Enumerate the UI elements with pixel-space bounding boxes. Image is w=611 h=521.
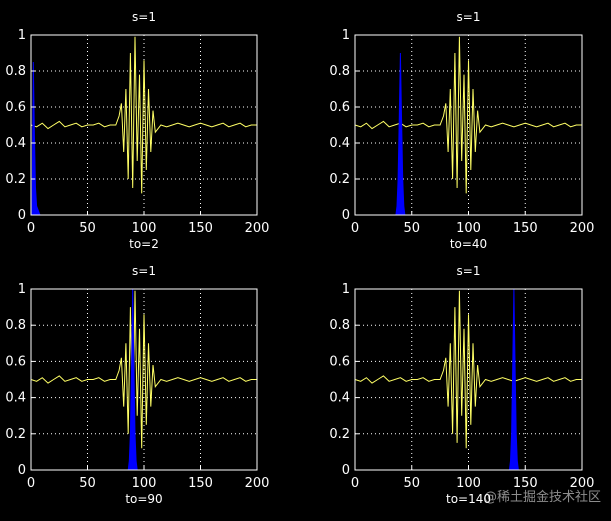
x-tick-label: 0 xyxy=(351,221,359,236)
x-tick-label: 50 xyxy=(79,476,96,491)
x-tick-label: 200 xyxy=(570,476,595,491)
x-tick-label: 100 xyxy=(132,476,157,491)
x-axis-label: to=2 xyxy=(129,237,159,251)
x-tick-label: 50 xyxy=(79,221,96,236)
x-tick-label: 0 xyxy=(27,476,35,491)
window-series xyxy=(31,61,82,216)
y-tick-label: 0.8 xyxy=(5,318,26,333)
x-tick-label: 200 xyxy=(570,221,595,236)
y-tick-label: 0.8 xyxy=(329,318,350,333)
y-tick-label: 0 xyxy=(342,463,350,478)
window-series xyxy=(395,52,406,216)
watermark: @稀土掘金技术社区 xyxy=(483,490,601,505)
x-tick-label: 0 xyxy=(27,221,35,236)
x-axis-label: to=140 xyxy=(446,492,491,506)
y-tick-label: 0 xyxy=(342,208,350,223)
y-tick-label: 1 xyxy=(342,28,350,43)
y-tick-label: 0 xyxy=(18,208,26,223)
x-tick-label: 200 xyxy=(245,221,270,236)
y-tick-label: 0.2 xyxy=(329,172,350,187)
signal-series xyxy=(30,290,257,449)
subplot-title: s=1 xyxy=(132,10,156,24)
y-tick-label: 0 xyxy=(18,463,26,478)
x-tick-label: 100 xyxy=(456,476,481,491)
y-tick-label: 0.4 xyxy=(329,136,350,151)
x-tick-label: 50 xyxy=(403,476,420,491)
subplot-3: 0 50 100 150 200 0 0.2 0.4 0.6 0.8 1 s=1 to=90 xyxy=(5,264,269,506)
y-tick-label: 1 xyxy=(342,282,350,297)
signal-series xyxy=(354,36,582,194)
subplot-4: 0 50 100 150 200 0 0.2 0.4 0.6 0.8 1 s=1 to=140 xyxy=(329,264,594,506)
subplot-title: s=1 xyxy=(132,264,156,278)
y-tick-label: 0.2 xyxy=(5,172,26,187)
x-tick-label: 150 xyxy=(513,476,538,491)
subplot-title: s=1 xyxy=(457,264,481,278)
y-tick-label: 0.6 xyxy=(5,100,26,115)
y-tick-label: 1 xyxy=(18,28,26,43)
y-tick-label: 0.4 xyxy=(5,391,26,406)
y-tick-label: 0.6 xyxy=(329,354,350,369)
x-tick-label: 150 xyxy=(188,221,213,236)
x-axis-label: to=40 xyxy=(450,237,487,251)
y-tick-label: 0.2 xyxy=(5,427,26,442)
window-series xyxy=(508,288,519,471)
subplot-2: 0 50 100 150 200 0 0.2 0.4 0.6 0.8 1 s=1 to=40 xyxy=(329,10,594,251)
y-tick-label: 0.6 xyxy=(5,354,26,369)
window-series xyxy=(127,288,138,471)
x-tick-label: 150 xyxy=(513,221,538,236)
y-tick-label: 0.2 xyxy=(329,427,350,442)
y-tick-label: 0.8 xyxy=(5,64,26,79)
y-tick-label: 0.6 xyxy=(329,100,350,115)
x-tick-label: 100 xyxy=(456,221,481,236)
signal-series xyxy=(30,36,257,194)
x-tick-label: 150 xyxy=(188,476,213,491)
x-axis-label: to=90 xyxy=(125,492,162,506)
y-tick-label: 1 xyxy=(18,282,26,297)
y-tick-label: 0.4 xyxy=(329,391,350,406)
x-tick-label: 200 xyxy=(245,476,270,491)
x-tick-label: 0 xyxy=(351,476,359,491)
y-tick-label: 0.8 xyxy=(329,64,350,79)
y-tick-label: 0.4 xyxy=(5,136,26,151)
x-tick-label: 50 xyxy=(403,221,420,236)
signal-series xyxy=(354,290,582,449)
subplot-title: s=1 xyxy=(457,10,481,24)
x-tick-label: 100 xyxy=(132,221,157,236)
subplot-1: 0 50 100 150 200 0 0.2 0.4 0.6 0.8 1 s=1 to=2 xyxy=(5,10,269,251)
